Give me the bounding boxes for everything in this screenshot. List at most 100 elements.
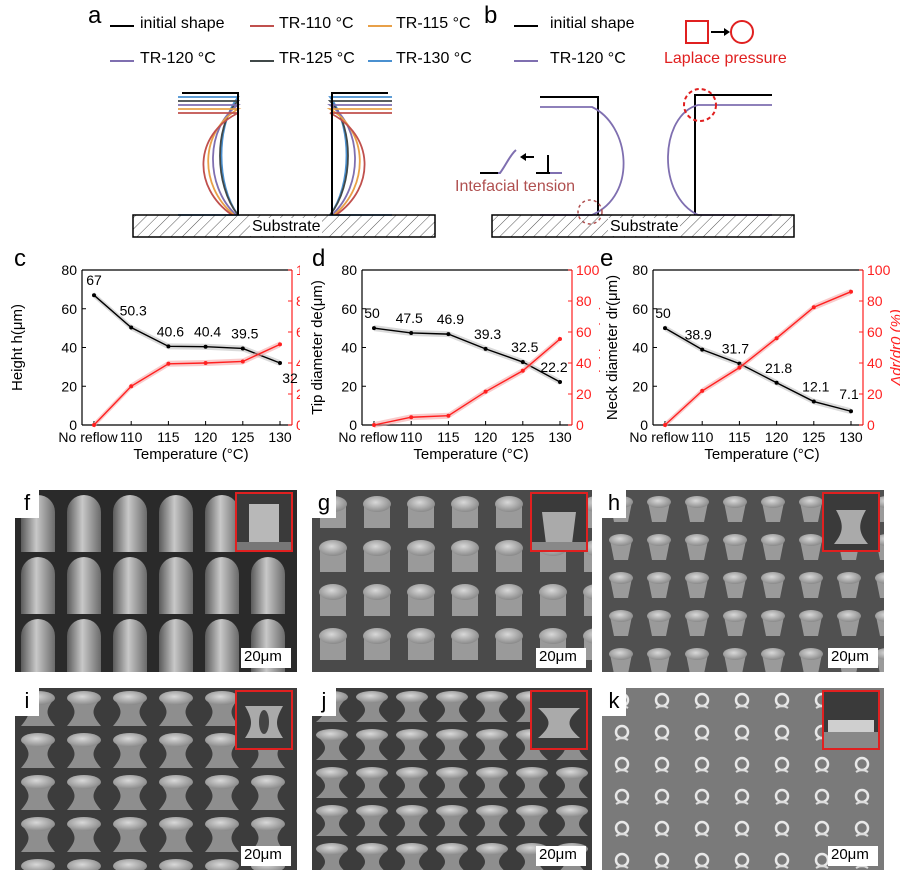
scale-bar-j: 20μm bbox=[536, 845, 586, 866]
ytick-label-c-1: 20 bbox=[61, 378, 77, 394]
ytick-label-c-4: 80 bbox=[61, 262, 77, 278]
laplace-icon bbox=[685, 20, 754, 44]
tension-label: Intefacial tension bbox=[455, 178, 576, 195]
point-d-1-3 bbox=[483, 389, 488, 394]
sem-panel-j: j 20μm bbox=[312, 688, 592, 870]
series-line-e-0 bbox=[664, 327, 852, 412]
ytick-label-c-0: 0 bbox=[69, 417, 77, 433]
scale-bar-i: 20μm bbox=[241, 845, 291, 866]
point-e-1-2 bbox=[737, 365, 742, 370]
legend-swatch-tr115 bbox=[368, 25, 392, 27]
panel-label-d: d bbox=[312, 245, 326, 272]
series-line-e-1 bbox=[664, 291, 852, 426]
point-d-1-0 bbox=[372, 423, 376, 427]
point-d-1-5 bbox=[558, 336, 562, 341]
ytick-right-label-c-2: 40 bbox=[296, 355, 300, 371]
legend-a-tr110: TR-110 °C bbox=[279, 15, 354, 32]
reflow-curve-b-right bbox=[667, 104, 772, 216]
inset-k bbox=[822, 690, 880, 750]
sem-panel-g: g 20μm bbox=[312, 490, 592, 672]
xtick-label-c-5: 130 bbox=[268, 429, 292, 445]
point-c-1-2 bbox=[166, 361, 171, 366]
point-d-1-4 bbox=[520, 368, 525, 373]
ytick-label-d-3: 60 bbox=[341, 301, 357, 317]
xlabel-d: Temperature (°C) bbox=[413, 446, 528, 463]
sem-label-k: k bbox=[602, 688, 626, 716]
data-label-e-4: 12.1 bbox=[802, 379, 829, 395]
ylabel-right-d: Δde/de0 (%) bbox=[597, 306, 600, 390]
scale-bar-g: 20μm bbox=[536, 647, 586, 668]
sem-label-j: j bbox=[312, 688, 336, 716]
xtick-label-e-4: 125 bbox=[802, 429, 826, 445]
xtick-label-d-4: 125 bbox=[511, 429, 535, 445]
point-c-0-4 bbox=[240, 346, 245, 351]
ytick-label-c-3: 60 bbox=[61, 301, 77, 317]
xtick-label-d-0: No reflow bbox=[338, 429, 398, 445]
ytick-label-e-0: 0 bbox=[640, 417, 648, 433]
band-d-1 bbox=[374, 335, 560, 428]
ytick-right-label-d-5: 100 bbox=[576, 262, 600, 278]
ytick-right-label-c-3: 60 bbox=[296, 324, 300, 340]
xtick-label-e-1: 110 bbox=[691, 429, 714, 445]
data-label-e-3: 21.8 bbox=[765, 360, 792, 376]
ytick-right-label-e-5: 100 bbox=[867, 262, 891, 278]
series-line-c-0 bbox=[93, 294, 281, 364]
xtick-label-c-0: No reflow bbox=[58, 429, 118, 445]
legend-swatch-initial bbox=[110, 25, 134, 27]
xtick-label-e-0: No reflow bbox=[629, 429, 689, 445]
laplace-circle bbox=[683, 88, 717, 122]
data-label-e-0: 50 bbox=[655, 305, 671, 321]
point-e-0-4 bbox=[811, 399, 816, 404]
point-e-0-1 bbox=[700, 347, 705, 352]
point-e-0-3 bbox=[774, 380, 779, 385]
inset-h bbox=[822, 492, 880, 552]
point-c-1-4 bbox=[240, 359, 245, 364]
sem-label-h: h bbox=[602, 490, 626, 518]
ytick-label-e-2: 40 bbox=[632, 340, 648, 356]
ytick-right-label-d-3: 60 bbox=[576, 324, 592, 340]
data-label-c-5: 32 bbox=[282, 370, 298, 386]
xtick-label-e-2: 115 bbox=[728, 429, 751, 445]
legend-a-tr130: TR-130 °C bbox=[396, 50, 472, 67]
legend-swatch-b-initial bbox=[514, 25, 538, 27]
sem-label-i: i bbox=[15, 688, 39, 716]
point-d-0-4 bbox=[520, 360, 525, 365]
data-label-c-3: 40.4 bbox=[194, 324, 221, 340]
ytick-right-label-e-2: 40 bbox=[867, 355, 883, 371]
legend-swatch-tr110 bbox=[250, 25, 274, 27]
substrate-b-label: Substrate bbox=[608, 218, 681, 236]
data-label-d-4: 32.5 bbox=[511, 339, 538, 355]
xtick-label-c-2: 115 bbox=[157, 429, 180, 445]
inset-j bbox=[530, 690, 588, 750]
ytick-right-label-d-1: 20 bbox=[576, 386, 592, 402]
reflow-curves-right bbox=[326, 96, 392, 216]
sem-panel-h: h 20μm bbox=[602, 490, 884, 672]
legend-swatch-tr125 bbox=[250, 60, 274, 62]
band-e-0 bbox=[665, 325, 851, 415]
point-c-0-5 bbox=[278, 361, 282, 365]
legend-swatch-b-tr120 bbox=[514, 60, 538, 62]
ytick-right-label-c-4: 80 bbox=[296, 293, 300, 309]
point-c-1-0 bbox=[92, 423, 96, 427]
ytick-right-label-d-2: 40 bbox=[576, 355, 592, 371]
inset-i bbox=[235, 690, 293, 750]
xtick-label-c-4: 125 bbox=[231, 429, 255, 445]
data-label-d-1: 47.5 bbox=[396, 310, 423, 326]
legend-b-initial: initial shape bbox=[550, 15, 635, 32]
legend-b-tr120: TR-120 °C bbox=[550, 50, 626, 67]
point-e-1-1 bbox=[700, 388, 705, 393]
panel-label-a: a bbox=[88, 2, 102, 29]
ylabel-d: Tip diameter de(μm) bbox=[309, 280, 326, 415]
substrate-a-label: Substrate bbox=[250, 218, 323, 236]
xtick-label-d-1: 110 bbox=[400, 429, 423, 445]
ytick-label-c-2: 40 bbox=[61, 340, 77, 356]
sem-panel-k: k 20μm bbox=[602, 688, 884, 870]
xtick-label-c-3: 120 bbox=[194, 429, 218, 445]
ytick-label-d-1: 20 bbox=[341, 378, 357, 394]
xtick-label-d-2: 115 bbox=[437, 429, 460, 445]
laplace-label: Laplace pressure bbox=[664, 50, 787, 67]
point-c-0-3 bbox=[203, 344, 208, 349]
point-c-0-0 bbox=[92, 293, 96, 298]
legend-a-tr115: TR-115 °C bbox=[396, 15, 471, 32]
